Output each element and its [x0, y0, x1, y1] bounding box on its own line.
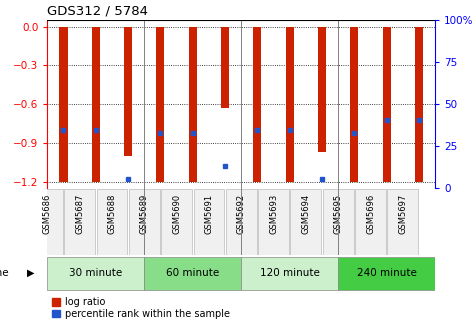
Bar [92, 27, 100, 182]
Text: GSM5688: GSM5688 [107, 194, 116, 234]
Text: GSM5696: GSM5696 [366, 194, 375, 234]
FancyBboxPatch shape [323, 189, 354, 255]
Text: GSM5693: GSM5693 [269, 194, 278, 234]
FancyBboxPatch shape [47, 257, 144, 290]
FancyBboxPatch shape [290, 189, 321, 255]
Bar [286, 27, 294, 182]
Bar [221, 27, 229, 108]
Text: ▶: ▶ [27, 268, 35, 278]
FancyBboxPatch shape [355, 189, 386, 255]
Text: GSM5691: GSM5691 [204, 194, 213, 234]
Bar [254, 27, 262, 182]
Text: GSM5697: GSM5697 [398, 194, 407, 234]
Bar [157, 27, 165, 182]
Text: time: time [0, 268, 9, 278]
FancyBboxPatch shape [144, 257, 241, 290]
Bar [415, 27, 423, 182]
FancyBboxPatch shape [241, 257, 338, 290]
Text: GSM5689: GSM5689 [140, 194, 149, 234]
FancyBboxPatch shape [387, 189, 418, 255]
Text: GSM5690: GSM5690 [172, 194, 181, 234]
Legend: log ratio, percentile rank within the sample: log ratio, percentile rank within the sa… [52, 297, 230, 319]
Text: GSM5687: GSM5687 [75, 194, 84, 234]
Bar [124, 27, 132, 156]
Bar [189, 27, 197, 182]
FancyBboxPatch shape [193, 189, 224, 255]
FancyBboxPatch shape [32, 189, 63, 255]
Bar [350, 27, 359, 182]
FancyBboxPatch shape [96, 189, 127, 255]
Text: GSM5692: GSM5692 [236, 194, 246, 234]
Bar [60, 27, 68, 182]
Text: GDS312 / 5784: GDS312 / 5784 [47, 5, 149, 17]
Text: GSM5686: GSM5686 [43, 194, 52, 234]
Text: 30 minute: 30 minute [69, 268, 123, 278]
FancyBboxPatch shape [129, 189, 160, 255]
Bar [318, 27, 326, 152]
FancyBboxPatch shape [64, 189, 95, 255]
Text: 240 minute: 240 minute [357, 268, 417, 278]
FancyBboxPatch shape [258, 189, 289, 255]
FancyBboxPatch shape [226, 189, 257, 255]
FancyBboxPatch shape [161, 189, 192, 255]
Text: GSM5695: GSM5695 [333, 194, 343, 234]
Bar [383, 27, 391, 182]
Text: 60 minute: 60 minute [166, 268, 219, 278]
Text: GSM5694: GSM5694 [301, 194, 310, 234]
Text: 120 minute: 120 minute [260, 268, 320, 278]
FancyBboxPatch shape [338, 257, 435, 290]
